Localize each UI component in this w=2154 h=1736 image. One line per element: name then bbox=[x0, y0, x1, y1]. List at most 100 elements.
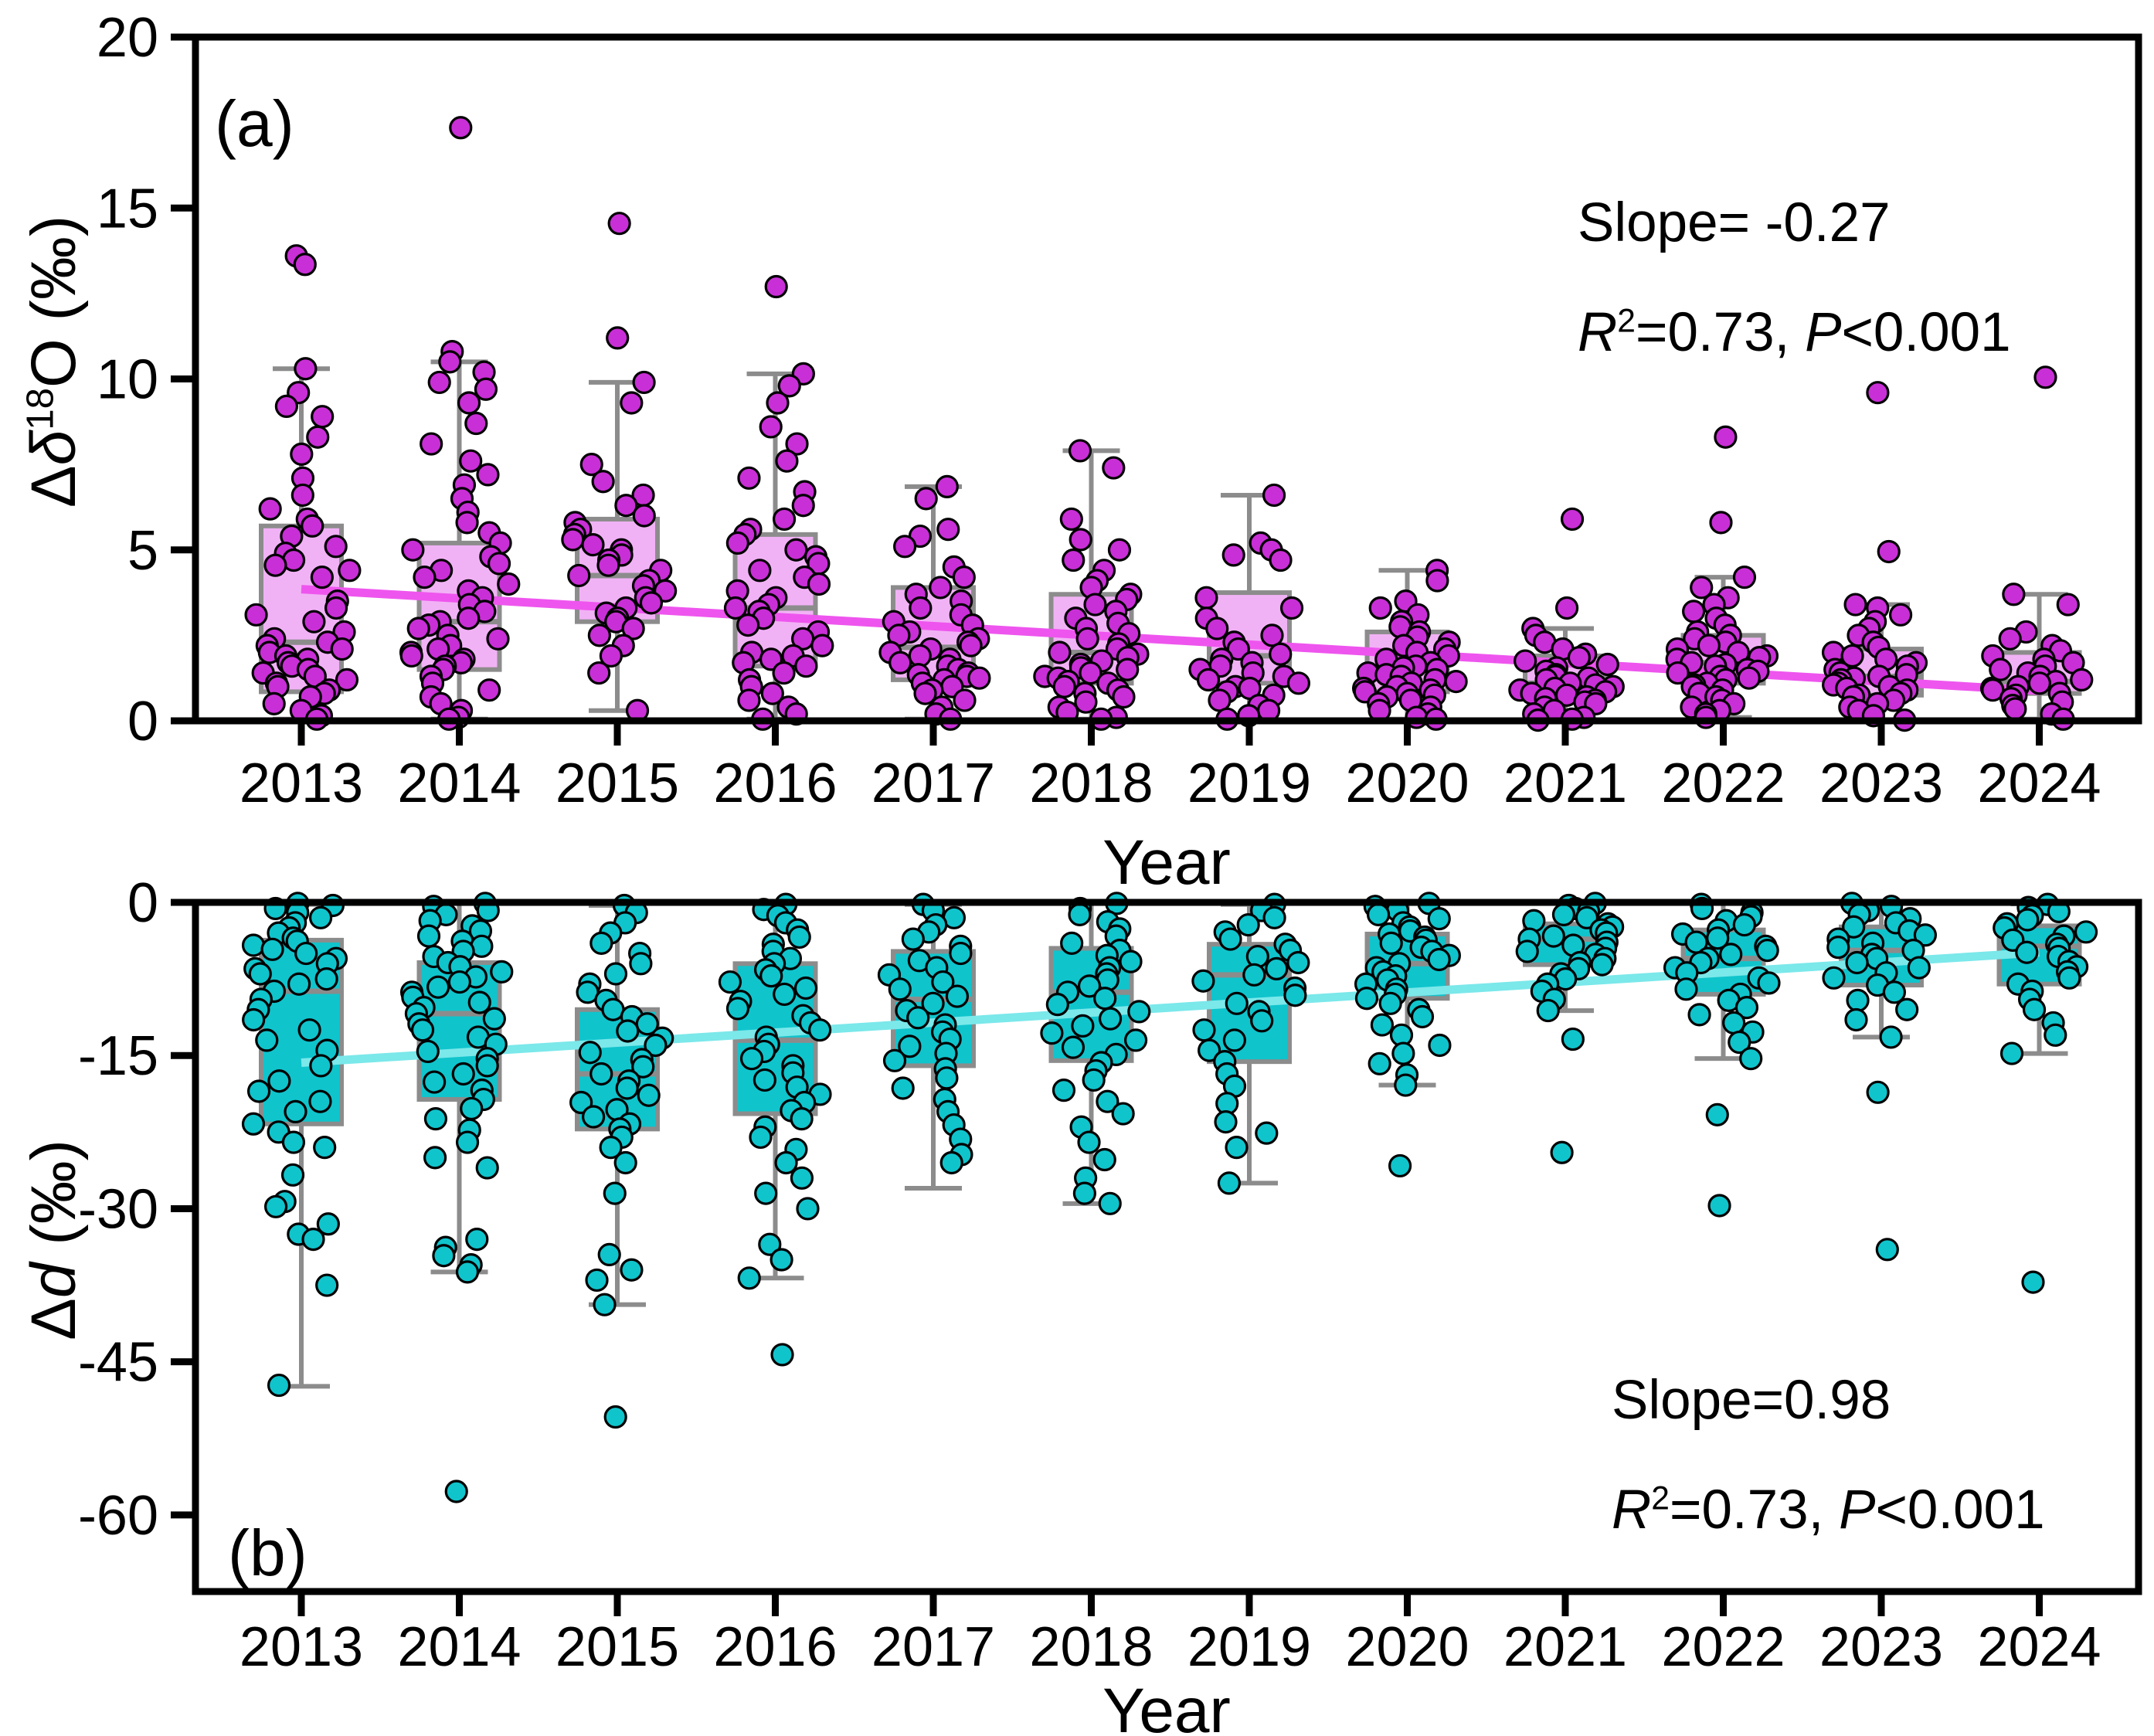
data-point bbox=[406, 617, 430, 640]
data-point bbox=[2021, 1270, 2045, 1294]
data-point bbox=[632, 370, 656, 395]
data-point bbox=[2027, 671, 2051, 695]
data-point bbox=[764, 274, 788, 299]
data-point bbox=[241, 933, 266, 957]
plot-border bbox=[192, 899, 2142, 1595]
data-point bbox=[306, 425, 330, 449]
data-point bbox=[749, 1125, 773, 1150]
data-point bbox=[287, 972, 311, 996]
data-point bbox=[1214, 1110, 1238, 1134]
y-tick-label: 5 bbox=[127, 520, 158, 582]
data-point bbox=[1368, 596, 1392, 620]
data-point bbox=[2033, 365, 2057, 389]
data-point bbox=[335, 668, 359, 692]
data-point bbox=[772, 507, 797, 532]
data-point bbox=[490, 960, 514, 984]
data-point bbox=[297, 1018, 321, 1042]
data-point bbox=[1388, 1153, 1412, 1178]
data-point bbox=[1391, 1041, 1415, 1065]
data-point bbox=[255, 1028, 279, 1052]
data-point bbox=[1444, 670, 1468, 694]
data-point bbox=[1590, 953, 1614, 977]
data-point bbox=[1068, 902, 1092, 926]
data-point bbox=[587, 661, 611, 685]
data-point bbox=[2057, 966, 2081, 990]
data-point bbox=[399, 644, 423, 668]
data-point bbox=[775, 449, 799, 473]
data-point bbox=[1068, 439, 1092, 463]
data-point bbox=[310, 566, 334, 589]
data-point bbox=[1052, 1079, 1076, 1102]
p-value: <0.001 bbox=[1875, 1480, 2045, 1541]
data-point bbox=[810, 634, 834, 657]
data-point bbox=[280, 1163, 305, 1187]
data-point bbox=[913, 681, 937, 705]
panel-b-y-axis-title: Δd (‰) bbox=[18, 1140, 90, 1340]
panel-a-slope-text: Slope= -0.27 bbox=[1578, 192, 1891, 253]
data-point bbox=[314, 967, 338, 991]
y-tick-label: 10 bbox=[97, 349, 158, 411]
data-point bbox=[293, 253, 317, 277]
x-tick-label: 2020 bbox=[1345, 752, 1469, 814]
r-symbol: R bbox=[1612, 1480, 1652, 1541]
data-point bbox=[1707, 1194, 1731, 1218]
data-point bbox=[1077, 1130, 1101, 1154]
data-point bbox=[1048, 640, 1072, 664]
data-point bbox=[1260, 623, 1284, 647]
y-tick-label: -45 bbox=[78, 1332, 158, 1394]
data-point bbox=[410, 1018, 435, 1042]
data-point bbox=[1674, 977, 1698, 1001]
data-point bbox=[1191, 969, 1215, 993]
data-point bbox=[423, 1070, 447, 1094]
data-point bbox=[423, 1146, 447, 1170]
data-point bbox=[457, 391, 481, 415]
data-point bbox=[1218, 927, 1242, 951]
delta-symbol: Δ bbox=[19, 465, 89, 508]
data-point bbox=[929, 576, 953, 600]
trend-line bbox=[301, 585, 2040, 695]
data-point bbox=[936, 518, 960, 542]
data-point bbox=[1074, 690, 1098, 714]
data-point bbox=[1127, 1000, 1151, 1024]
data-point bbox=[1107, 538, 1132, 562]
data-point bbox=[308, 1089, 332, 1113]
data-point bbox=[1242, 963, 1266, 987]
data-point bbox=[301, 514, 324, 538]
data-point bbox=[629, 952, 653, 976]
d-symbol: d bbox=[19, 1262, 89, 1299]
data-point bbox=[338, 559, 362, 583]
data-point bbox=[888, 977, 912, 1001]
data-point bbox=[474, 377, 498, 401]
data-point bbox=[2002, 583, 2026, 606]
data-point bbox=[1394, 1073, 1418, 1097]
x-tick-label: 2022 bbox=[1661, 1616, 1785, 1678]
data-point bbox=[1221, 543, 1245, 567]
data-point bbox=[1205, 617, 1229, 640]
data-point bbox=[416, 1039, 440, 1064]
data-point bbox=[294, 941, 318, 966]
data-point bbox=[284, 1099, 307, 1124]
data-point bbox=[2056, 593, 2080, 617]
data-point bbox=[1998, 627, 2022, 651]
data-point bbox=[1879, 1025, 1903, 1049]
data-point bbox=[777, 374, 801, 398]
data-point bbox=[603, 1405, 627, 1429]
data-point bbox=[597, 1242, 621, 1267]
data-point bbox=[420, 432, 443, 456]
data-point bbox=[1697, 634, 1721, 657]
data-point bbox=[1286, 671, 1310, 695]
data-point bbox=[1059, 507, 1083, 532]
y-tick-label: 20 bbox=[97, 7, 158, 69]
x-tick-label: 2019 bbox=[1187, 752, 1311, 814]
x-tick-label: 2024 bbox=[1977, 752, 2101, 814]
data-point bbox=[444, 1480, 468, 1503]
x-tick-label: 2019 bbox=[1187, 1616, 1311, 1678]
data-point bbox=[242, 1007, 266, 1032]
r-symbol: R bbox=[1578, 302, 1618, 363]
data-point bbox=[644, 1033, 668, 1058]
data-point bbox=[1875, 1238, 1899, 1262]
data-point bbox=[736, 613, 760, 637]
data-point bbox=[2074, 920, 2098, 944]
data-point bbox=[578, 1041, 602, 1065]
data-point bbox=[246, 1079, 271, 1103]
